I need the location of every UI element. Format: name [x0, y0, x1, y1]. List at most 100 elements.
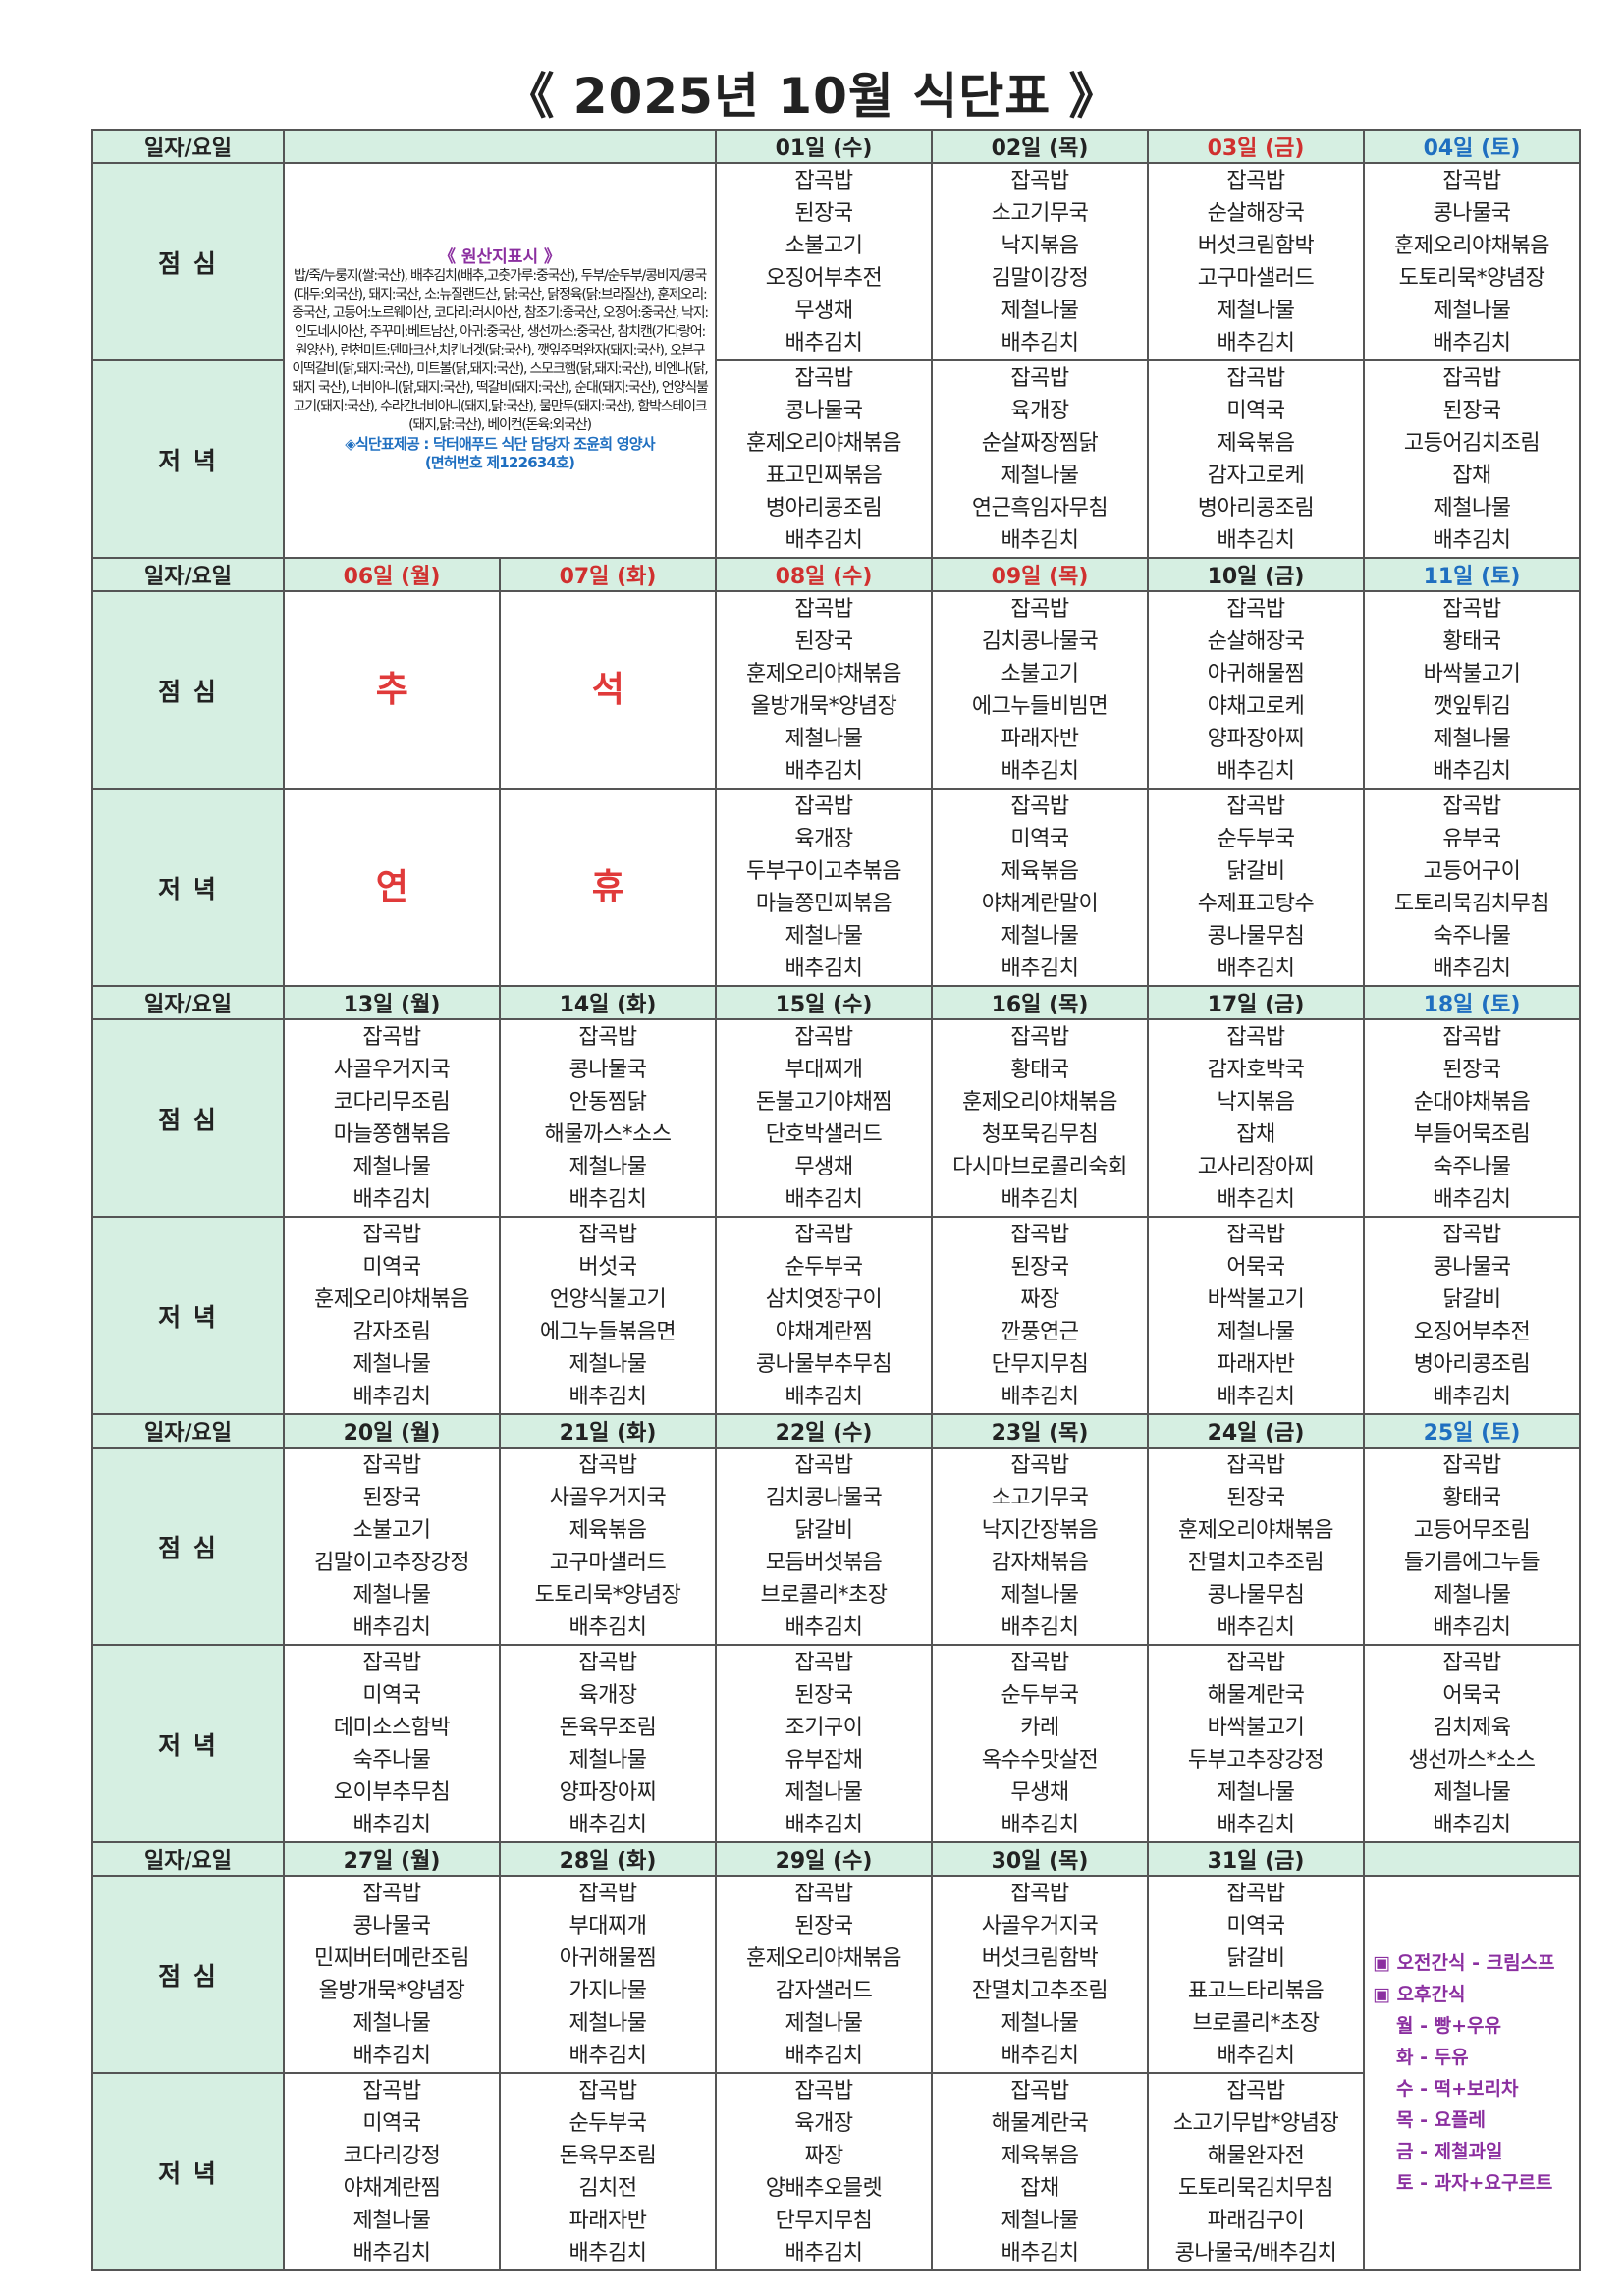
menu-item: 제철나물 [352, 2010, 431, 2036]
menu-item: 잡곡밥 [794, 365, 853, 391]
menu-item: 잡곡밥 [362, 2078, 421, 2104]
menu-item: 고사리장아찌 [1197, 1154, 1315, 1179]
menu-cell: 잡곡밥 순두부국 닭갈비 수제표고탕수 콩나물무침 배추김치 [1147, 788, 1365, 987]
menu-cell: 잡곡밥 어묵국 김치제육 생선까스*소스 제철나물 배추김치 [1363, 1644, 1581, 1843]
menu-cell: 잡곡밥 버섯국 언양식불고기 에그누들볶음면 제철나물 배추김치 [499, 1216, 717, 1415]
menu-item: 잡곡밥 [1010, 596, 1069, 622]
menu-item: 배추김치 [1001, 758, 1079, 784]
menu-item: 제철나물 [568, 1154, 647, 1179]
menu-item: 콩나물국/배추김치 [1174, 2240, 1337, 2266]
menu-item: 배추김치 [785, 2240, 863, 2266]
menu-item: 잡채 [1452, 463, 1491, 488]
menu-item: 제철나물 [1433, 1779, 1511, 1805]
menu-item: 미역국 [1010, 826, 1069, 851]
menu-item: 야채계란말이 [981, 891, 1099, 916]
menu-item: 해물계란국 [991, 2110, 1089, 2136]
holiday-text: 석 [591, 669, 624, 710]
menu-item: 제육볶음 [1217, 430, 1295, 456]
menu-item: 양파장아찌 [559, 1779, 657, 1805]
menu-item: 잡곡밥 [1442, 596, 1501, 622]
menu-item: 잡곡밥 [578, 1881, 637, 1906]
menu-item: 잡곡밥 [578, 2078, 637, 2104]
menu-item: 안동찜닭 [568, 1089, 647, 1115]
menu-item: 부들어묵조림 [1413, 1121, 1531, 1147]
menu-item: 아귀해물찜 [559, 1945, 657, 1971]
menu-item: 제철나물 [1433, 298, 1511, 323]
menu-item: 배추김치 [785, 758, 863, 784]
meal-label: 저 녁 [91, 1216, 285, 1415]
day-label: 15일 (수) [715, 985, 933, 1020]
menu-item: 미역국 [362, 2110, 421, 2136]
menu-cell: 잡곡밥 콩나물국 안동찜닭 해물까스*소스 제철나물 배추김치 [499, 1018, 717, 1218]
menu-item: 낙지간장볶음 [981, 1517, 1099, 1543]
menu-item: 김치콩나물국 [981, 629, 1099, 654]
menu-item: 오징어부추전 [1413, 1319, 1531, 1344]
menu-item: 잡곡밥 [362, 1452, 421, 1478]
menu-item: 코다리강정 [343, 2143, 441, 2168]
menu-item: 된장국 [794, 1913, 853, 1939]
holiday-text: 휴 [591, 866, 624, 907]
meal-label: 저 녁 [91, 2072, 285, 2271]
menu-cell: 잡곡밥 감자호박국 낙지볶음 잡채 고사리장아찌 배추김치 [1147, 1018, 1365, 1218]
menu-item: 잡곡밥 [578, 1222, 637, 1247]
day-label: 28일 (화) [499, 1841, 717, 1877]
menu-item: 잡곡밥 [1010, 1452, 1069, 1478]
menu-item: 육개장 [578, 1682, 637, 1708]
menu-item: 제철나물 [568, 1351, 647, 1377]
day-label: 30일 (목) [931, 1841, 1149, 1877]
menu-item: 올방개묵*양념장 [318, 1978, 465, 2003]
menu-item: 낙지볶음 [1001, 233, 1079, 258]
lunch-row: 점 심 잡곡밥 콩나물국 민찌버터메란조림 올방개묵*양념장 제철나물 배추김치 잡곡밥 부대찌… [91, 1875, 1581, 2271]
menu-item: 사골우거지국 [333, 1057, 451, 1082]
menu-item: 제철나물 [352, 1351, 431, 1377]
menu-item: 잡곡밥 [578, 1650, 637, 1675]
menu-item: 해물까스*소스 [544, 1121, 672, 1147]
menu-item: 순두부국 [568, 2110, 647, 2136]
menu-item: 순살해장국 [1207, 629, 1305, 654]
menu-item: 깻잎튀김 [1433, 693, 1511, 719]
snack-item: 토 - 과자+요구르트 [1396, 2172, 1553, 2194]
menu-cell: 잡곡밥 사골우거지국 버섯크림함박 잔멸치고추조림 제철나물 배추김치 [931, 1875, 1149, 2074]
menu-item: 짜장 [1020, 1286, 1059, 1312]
menu-item: 제철나물 [1001, 298, 1079, 323]
menu-cell: 잡곡밥 소고기무국 낙지간장볶음 감자채볶음 제철나물 배추김치 [931, 1447, 1149, 1646]
menu-item: 오징어부추전 [765, 265, 883, 291]
menu-item: 부대찌개 [785, 1057, 863, 1082]
menu-item: 유부국 [1442, 826, 1501, 851]
menu-item: 제철나물 [785, 726, 863, 751]
menu-item: 유부잡채 [785, 1747, 863, 1773]
menu-item: 잡곡밥 [578, 1452, 637, 1478]
menu-item: 민찌버터메란조림 [314, 1945, 469, 1971]
menu-item: 황태국 [1010, 1057, 1069, 1082]
menu-cell: 잡곡밥 유부국 고등어구이 도토리묵김치무침 숙주나물 배추김치 [1363, 788, 1581, 987]
menu-cell: 잡곡밥 순살해장국 아귀해물찜 야채고로케 양파장아찌 배추김치 [1147, 590, 1365, 790]
menu-cell: 잡곡밥 미역국 훈제오리야채볶음 감자조림 제철나물 배추김치 [283, 1216, 501, 1415]
origin-info: 《 원산지표시 》 밥/죽/누룽지(쌀:국산), 배추김치(배추,고춧가루:중국산… [283, 162, 717, 559]
day-label: 24일 (금) [1147, 1413, 1365, 1449]
menu-item: 고등어무조림 [1413, 1517, 1531, 1543]
menu-item: 단무지무침 [775, 2208, 873, 2233]
menu-item: 미역국 [1226, 398, 1285, 423]
menu-item: 잡곡밥 [1226, 1024, 1285, 1050]
menu-cell: 잡곡밥 미역국 데미소스함박 숙주나물 오이부추무침 배추김치 [283, 1644, 501, 1843]
menu-item: 야채계란찜 [343, 2175, 441, 2201]
menu-item: 순두부국 [1001, 1682, 1079, 1708]
menu-item: 잡곡밥 [794, 1024, 853, 1050]
menu-item: 에그누들볶음면 [539, 1319, 677, 1344]
meal-label: 저 녁 [91, 359, 285, 559]
menu-item: 제철나물 [1001, 923, 1079, 949]
menu-item: 배추김치 [1001, 1614, 1079, 1640]
menu-item: 콩나물국 [1433, 200, 1511, 226]
menu-item: 잡곡밥 [362, 1650, 421, 1675]
menu-item: 단호박샐러드 [765, 1121, 883, 1147]
menu-item: 잡곡밥 [1442, 1650, 1501, 1675]
menu-item: 표고민찌볶음 [765, 463, 883, 488]
menu-item: 언양식불고기 [549, 1286, 667, 1312]
menu-body: 일자/요일 01일 (수) 02일 (목) 03일 (금) 04일 (토) 점 심 《 원산… [91, 129, 1581, 2271]
menu-item: 잡곡밥 [1226, 2078, 1285, 2104]
menu-item: 된장국 [794, 1682, 853, 1708]
menu-item: 청포묵김무침 [981, 1121, 1099, 1147]
menu-item: 사골우거지국 [981, 1913, 1099, 1939]
menu-item: 잔멸치고추조림 [1187, 1550, 1325, 1575]
menu-item: 미역국 [1226, 1913, 1285, 1939]
